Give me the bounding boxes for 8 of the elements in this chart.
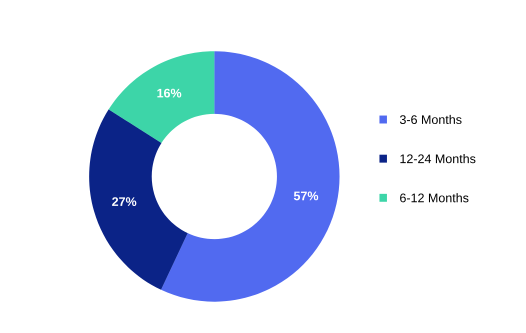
data-label: 27%: [112, 197, 136, 206]
legend-label: 12-24 Months: [400, 154, 476, 164]
data-label: 16%: [157, 88, 182, 98]
donut-slice: [89, 109, 188, 290]
donut-slice: [108, 51, 214, 143]
data-label: 57%: [294, 192, 318, 200]
legend-label: 3-6 Months: [400, 114, 462, 124]
legend-label: 6-12 Months: [400, 193, 468, 202]
